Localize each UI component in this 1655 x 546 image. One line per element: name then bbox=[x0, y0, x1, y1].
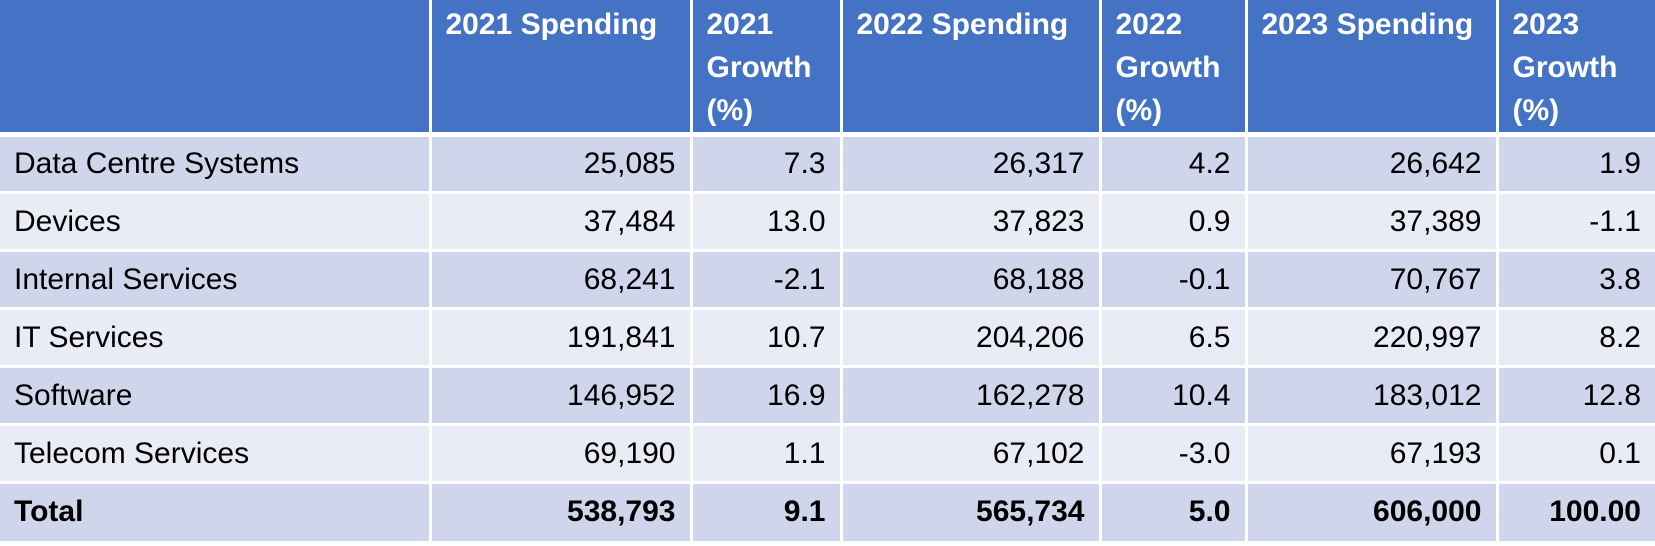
table-cell: 12.8 bbox=[1497, 366, 1655, 426]
table-cell: 0.9 bbox=[1100, 192, 1248, 252]
header-cell-category bbox=[0, 0, 432, 137]
table-cell: 69,190 bbox=[430, 424, 693, 484]
table-cell: 3.8 bbox=[1497, 250, 1655, 310]
table-row: Devices 37,484 13.0 37,823 0.9 37,389 -1… bbox=[0, 192, 1655, 252]
table-row: Software 146,952 16.9 162,278 10.4 183,0… bbox=[0, 366, 1655, 426]
row-label: Internal Services bbox=[0, 250, 432, 310]
table-cell: -2.1 bbox=[691, 250, 843, 310]
table-cell: 68,188 bbox=[841, 250, 1102, 310]
total-label: Total bbox=[0, 482, 432, 541]
table-cell: 26,642 bbox=[1246, 134, 1499, 194]
table-cell: 8.2 bbox=[1497, 308, 1655, 368]
total-cell: 100.00 bbox=[1497, 482, 1655, 541]
table-cell: 1.9 bbox=[1497, 134, 1655, 194]
total-cell: 606,000 bbox=[1246, 482, 1499, 541]
table-cell: 16.9 bbox=[691, 366, 843, 426]
header-cell-2021-growth: 2021 Growth (%) bbox=[691, 0, 843, 137]
table-cell: 6.5 bbox=[1100, 308, 1248, 368]
table-cell: 70,767 bbox=[1246, 250, 1499, 310]
table-cell: 7.3 bbox=[691, 134, 843, 194]
total-row: Total 538,793 9.1 565,734 5.0 606,000 10… bbox=[0, 482, 1655, 541]
table-cell: -3.0 bbox=[1100, 424, 1248, 484]
table-cell: 162,278 bbox=[841, 366, 1102, 426]
table-cell: 0.1 bbox=[1497, 424, 1655, 484]
table-cell: 68,241 bbox=[430, 250, 693, 310]
table-cell: 13.0 bbox=[691, 192, 843, 252]
table-row: Internal Services 68,241 -2.1 68,188 -0.… bbox=[0, 250, 1655, 310]
table-cell: 10.7 bbox=[691, 308, 843, 368]
header-cell-2023-growth: 2023 Growth (%) bbox=[1497, 0, 1655, 137]
table-cell: 25,085 bbox=[430, 134, 693, 194]
row-label: IT Services bbox=[0, 308, 432, 368]
total-cell: 9.1 bbox=[691, 482, 843, 541]
table-cell: 67,102 bbox=[841, 424, 1102, 484]
header-cell-2022-spending: 2022 Spending bbox=[841, 0, 1102, 137]
table-cell: 67,193 bbox=[1246, 424, 1499, 484]
total-cell: 538,793 bbox=[430, 482, 693, 541]
row-label: Data Centre Systems bbox=[0, 134, 432, 194]
header-cell-2023-spending: 2023 Spending bbox=[1246, 0, 1499, 137]
table-cell: 26,317 bbox=[841, 134, 1102, 194]
row-label: Devices bbox=[0, 192, 432, 252]
row-label: Telecom Services bbox=[0, 424, 432, 484]
header-row: 2021 Spending 2021 Growth (%) 2022 Spend… bbox=[0, 0, 1655, 137]
table-row: IT Services 191,841 10.7 204,206 6.5 220… bbox=[0, 308, 1655, 368]
table-cell: 37,389 bbox=[1246, 192, 1499, 252]
row-label: Software bbox=[0, 366, 432, 426]
total-cell: 5.0 bbox=[1100, 482, 1248, 541]
table-cell: 146,952 bbox=[430, 366, 693, 426]
total-cell: 565,734 bbox=[841, 482, 1102, 541]
table-cell: 183,012 bbox=[1246, 366, 1499, 426]
table-cell: -1.1 bbox=[1497, 192, 1655, 252]
table-cell: -0.1 bbox=[1100, 250, 1248, 310]
table-cell: 37,484 bbox=[430, 192, 693, 252]
table-cell: 1.1 bbox=[691, 424, 843, 484]
table-cell: 220,997 bbox=[1246, 308, 1499, 368]
table-cell: 204,206 bbox=[841, 308, 1102, 368]
table-cell: 37,823 bbox=[841, 192, 1102, 252]
table-cell: 10.4 bbox=[1100, 366, 1248, 426]
table-row: Telecom Services 69,190 1.1 67,102 -3.0 … bbox=[0, 424, 1655, 484]
table-row: Data Centre Systems 25,085 7.3 26,317 4.… bbox=[0, 134, 1655, 194]
header-cell-2021-spending: 2021 Spending bbox=[430, 0, 693, 137]
table-cell: 4.2 bbox=[1100, 134, 1248, 194]
header-cell-2022-growth: 2022 Growth (%) bbox=[1100, 0, 1248, 137]
table-cell: 191,841 bbox=[430, 308, 693, 368]
